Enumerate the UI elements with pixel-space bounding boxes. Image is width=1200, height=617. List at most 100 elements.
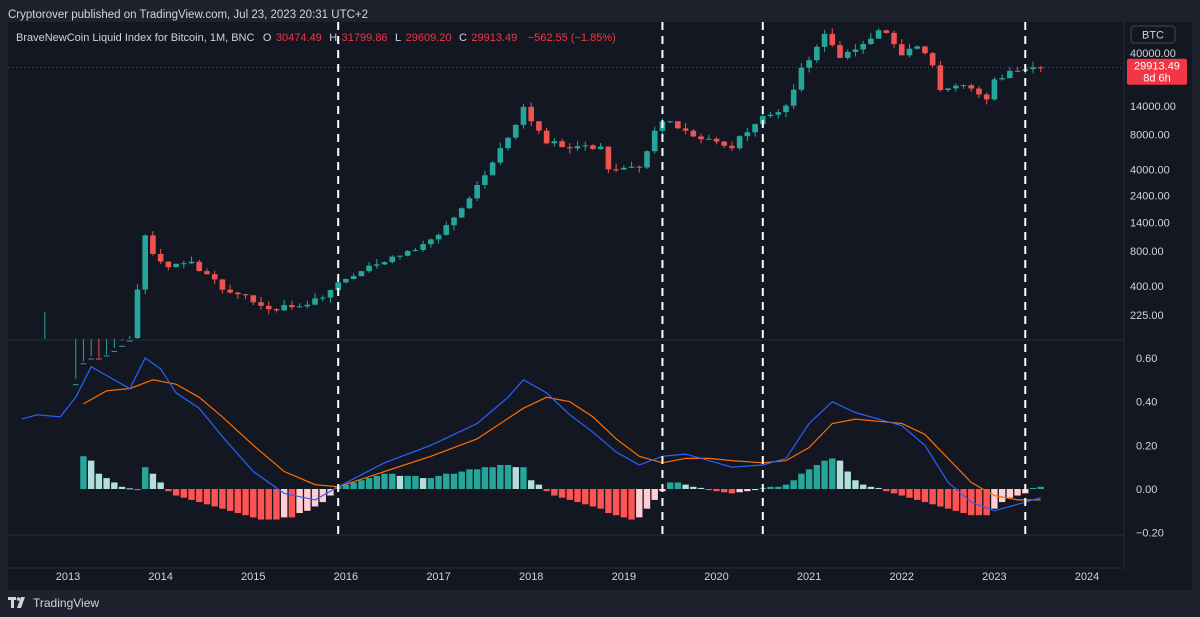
price-tick-label: 40000.00 — [1130, 48, 1176, 60]
candle — [721, 140, 727, 149]
histogram-bar — [805, 469, 813, 489]
histogram-bar — [473, 469, 481, 489]
histogram-bar — [358, 480, 365, 489]
candle — [597, 142, 604, 150]
histogram-bar — [342, 484, 350, 489]
histogram-bar — [751, 489, 759, 491]
candle — [999, 74, 1005, 81]
price-tick-label: 4000.00 — [1130, 164, 1170, 176]
candle — [621, 165, 627, 171]
candle — [196, 259, 203, 272]
candle — [289, 300, 295, 310]
price-tick-label: 400.00 — [1130, 281, 1164, 293]
signal-line — [83, 379, 1041, 501]
candle — [752, 123, 758, 137]
candles-layer — [8, 28, 1124, 386]
histogram-bar — [906, 489, 913, 498]
candle — [404, 250, 411, 257]
candle — [613, 163, 619, 173]
candle — [922, 45, 928, 55]
tradingview-logo-icon — [8, 597, 25, 608]
candle — [713, 137, 720, 145]
histogram-bar — [558, 489, 566, 498]
histogram-bar — [914, 489, 921, 500]
histogram-bar — [203, 489, 211, 505]
histogram-bar — [666, 482, 674, 489]
histogram-bar — [327, 489, 334, 496]
histogram-bar — [134, 489, 141, 491]
candle — [798, 62, 805, 92]
candle — [374, 258, 380, 269]
bar-countdown: 8d 6h — [1143, 73, 1171, 85]
candle — [96, 339, 102, 360]
candle — [1014, 67, 1021, 72]
time-tick-label: 2014 — [148, 571, 172, 583]
histogram-bar — [651, 489, 658, 500]
histogram-bar — [929, 489, 936, 505]
price-tick-label: 8000.00 — [1130, 129, 1170, 141]
candle — [458, 207, 465, 218]
histogram-bar — [242, 489, 249, 516]
candle — [852, 44, 859, 57]
histogram-bar — [389, 473, 396, 489]
legend-c-label: C — [459, 32, 467, 44]
histogram-bar — [288, 489, 296, 518]
candle — [898, 39, 905, 56]
histogram-bar — [975, 489, 983, 516]
candle — [536, 121, 542, 135]
histogram-bar — [435, 475, 442, 489]
candle — [960, 84, 967, 89]
candle — [474, 181, 480, 202]
histogram-bar — [280, 489, 288, 518]
macd-scale[interactable]: 0.60 0.40 0.20 0.00 −0.20 — [1136, 353, 1164, 540]
price-scale[interactable]: 40000.00 14000.00 8000.00 4000.00 2400.00 140… — [1130, 48, 1176, 322]
tradingview-wordmark: TradingView — [33, 596, 100, 610]
candle — [528, 102, 534, 126]
time-axis[interactable]: 2013 2014 2015 2016 2017 2018 2019 2020 2021 2022… — [56, 571, 1100, 583]
tradingview-brand[interactable]: TradingView — [8, 596, 99, 610]
histogram-bar — [859, 484, 867, 489]
currency-badge[interactable]: BTC — [1130, 25, 1176, 44]
candle — [103, 339, 110, 357]
histogram-bar — [543, 489, 550, 492]
candle — [443, 221, 450, 236]
histogram-bar — [111, 482, 118, 489]
histogram-bar — [149, 473, 157, 489]
halving-markers — [337, 22, 1027, 535]
histogram-bar — [489, 467, 496, 489]
candle — [497, 142, 504, 165]
candle — [837, 41, 843, 59]
candle — [273, 308, 280, 313]
histogram-bar — [165, 489, 172, 492]
candle — [420, 240, 426, 252]
macd-tick-label: −0.20 — [1136, 528, 1164, 540]
candle — [929, 52, 936, 68]
last-price-value: 29913.49 — [1134, 61, 1180, 73]
time-tick-label: 2016 — [334, 571, 358, 583]
candle — [705, 134, 712, 140]
candle — [428, 238, 434, 248]
histogram-bar — [126, 488, 133, 490]
histogram-bar — [636, 489, 643, 518]
candle — [227, 284, 233, 294]
chart-canvas[interactable]: 40000.00 14000.00 8000.00 4000.00 2400.00 140… — [8, 22, 1192, 590]
histogram-bar — [234, 489, 242, 514]
histogram-bar — [180, 489, 187, 498]
histogram-bar — [427, 478, 435, 489]
histogram-bar — [504, 464, 512, 489]
price-tick-label: 800.00 — [1130, 246, 1164, 258]
macd-histogram-layer — [80, 456, 1044, 520]
histogram-bar — [404, 475, 411, 489]
candle — [126, 335, 133, 342]
candle — [80, 339, 87, 365]
histogram-bar — [265, 489, 272, 520]
last-price-badge: 29913.49 8d 6h — [1127, 58, 1187, 85]
candle — [165, 261, 172, 271]
candle — [466, 196, 473, 209]
legend-title: BraveNewCoin Liquid Index for Bitcoin, 1… — [16, 32, 254, 44]
candle — [937, 60, 944, 92]
histogram-bar — [898, 489, 905, 496]
histogram-bar — [844, 471, 851, 489]
candle — [551, 138, 558, 147]
macd-tick-label: 0.00 — [1136, 484, 1157, 496]
